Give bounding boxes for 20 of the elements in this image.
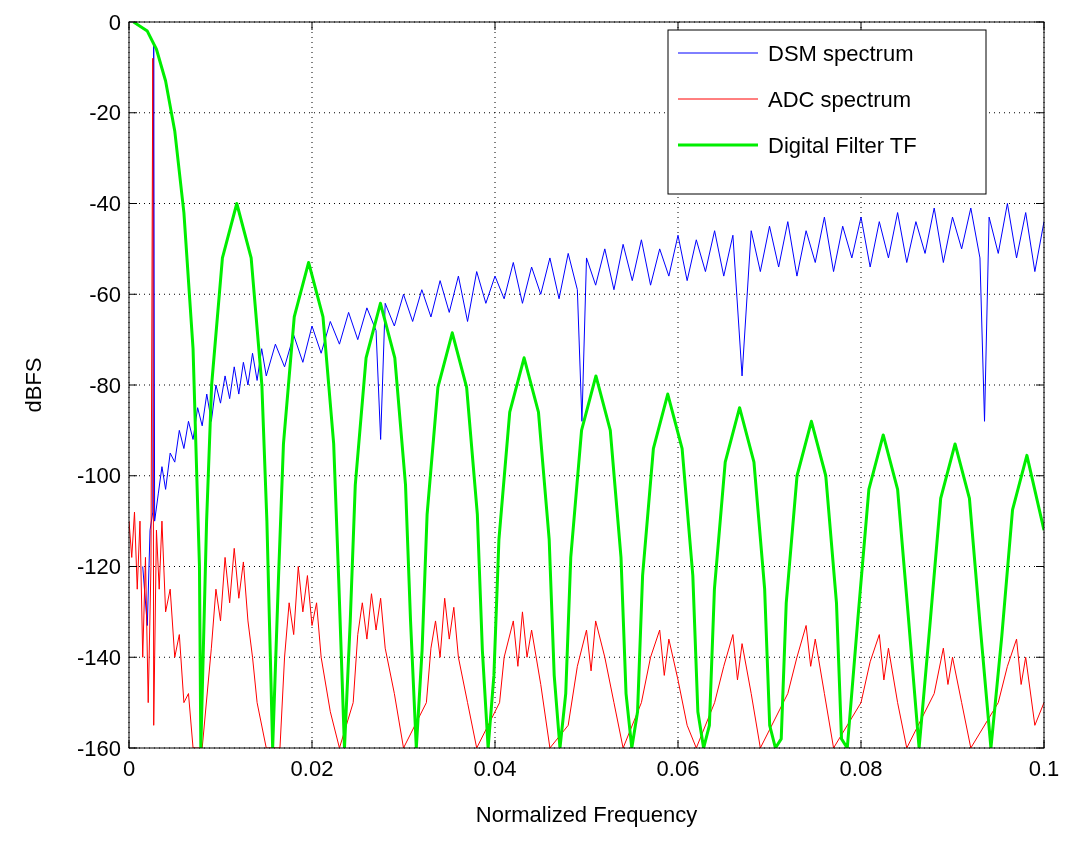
legend-label: Digital Filter TF — [768, 132, 917, 158]
y-tick-label: -80 — [89, 372, 121, 398]
y-tick-label: -60 — [89, 281, 121, 307]
legend-label: DSM spectrum — [768, 40, 914, 66]
y-tick-label: -160 — [76, 735, 121, 761]
x-tick-label: 0.06 — [656, 756, 700, 781]
line-series — [142, 44, 1044, 626]
y-tick-label: -120 — [76, 554, 121, 580]
x-tick-label: 0.08 — [839, 756, 883, 781]
x-tick-label: 0.04 — [473, 756, 517, 781]
x-tick-label: 0.02 — [290, 756, 334, 781]
y-tick-label: -40 — [89, 191, 121, 217]
x-axis-title: Normalized Frequency — [475, 802, 698, 827]
legend-label: ADC spectrum — [768, 86, 912, 112]
x-tick-label: 0.1 — [1028, 756, 1060, 781]
y-tick-label: -140 — [76, 644, 121, 670]
y-axis-title: dBFS — [21, 357, 46, 413]
y-tick-label: -100 — [76, 463, 121, 489]
y-tick-label: 0 — [108, 9, 121, 35]
y-tick-label: -20 — [89, 100, 121, 126]
